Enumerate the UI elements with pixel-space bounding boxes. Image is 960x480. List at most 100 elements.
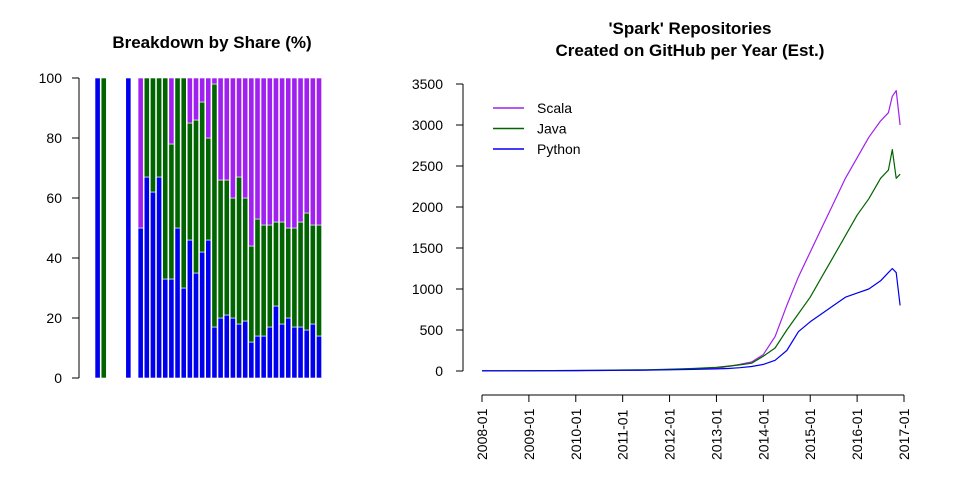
legend-label-scala: Scala <box>537 100 572 116</box>
share-y-tick-label: 0 <box>54 370 62 386</box>
share-bar-java <box>180 77 187 289</box>
share-bar-java <box>279 221 285 325</box>
share-bar-java <box>162 77 169 280</box>
share-bar-java <box>291 227 298 328</box>
repos-y-ticks: 0 500 1000 1500 2000 2500 3000 3500 <box>412 76 463 379</box>
share-bar-scala <box>254 77 261 220</box>
share-y-ticks: 0 20 40 60 80 100 <box>39 70 79 386</box>
share-bar-python <box>143 176 150 379</box>
share-bar-java <box>266 224 273 328</box>
share-bar-python <box>236 323 242 379</box>
share-bar-scala <box>291 77 298 229</box>
repos-x-tick-label: 2012-01 <box>662 408 678 460</box>
share-bar-scala <box>309 77 316 226</box>
share-bar-python <box>248 341 255 379</box>
repos-line-python <box>481 267 901 372</box>
share-y-tick-label: 80 <box>46 130 62 146</box>
share-bar-java <box>285 227 292 319</box>
share-bar-scala <box>285 77 292 229</box>
share-bar-python <box>156 176 162 379</box>
share-bar-python <box>217 317 224 379</box>
share-bar-java <box>100 77 107 379</box>
share-bar-python <box>254 335 261 379</box>
share-bar-python <box>168 278 175 379</box>
repos-x-tick-label: 2008-01 <box>474 408 490 460</box>
share-bars <box>94 77 322 379</box>
share-bar-python <box>94 77 101 379</box>
repos-y-tick-label: 2500 <box>412 158 443 174</box>
repos-chart: 'Spark' Repositories Created on GitHub p… <box>412 19 912 460</box>
share-bar-scala <box>316 77 322 226</box>
share-bar-python <box>309 323 316 379</box>
share-bar-scala <box>137 77 144 229</box>
share-bar-python <box>125 77 132 379</box>
share-bar-java <box>205 137 212 241</box>
share-bar-python <box>180 287 187 379</box>
share-bar-scala <box>248 77 255 247</box>
share-bar-scala <box>186 77 193 124</box>
repos-x-tick-label: 2011-01 <box>615 409 631 460</box>
share-bar-java <box>230 197 236 319</box>
share-bar-python <box>266 326 273 379</box>
share-bar-python <box>174 227 181 379</box>
share-bar-java <box>248 245 255 343</box>
share-bar-java <box>309 224 316 325</box>
share-chart: Breakdown by Share (%) 0 20 40 60 80 100 <box>39 33 322 386</box>
share-bar-scala <box>223 77 230 181</box>
share-bar-java <box>193 119 199 274</box>
share-bar-python <box>223 314 230 379</box>
share-bar-java <box>260 224 267 337</box>
share-bar-java <box>143 77 150 178</box>
share-bar-scala <box>266 77 273 226</box>
share-bar-scala <box>297 77 304 223</box>
share-bar-python <box>291 326 298 379</box>
share-bar-java <box>211 83 218 328</box>
repos-y-tick-label: 500 <box>420 322 444 338</box>
share-bar-python <box>303 329 310 379</box>
share-bar-java <box>316 224 322 337</box>
repos-x-tick-label: 2014-01 <box>755 408 771 460</box>
repos-y-tick-label: 1000 <box>412 281 443 297</box>
share-bar-python <box>316 335 322 379</box>
share-bar-java <box>186 122 193 241</box>
share-bar-scala <box>205 77 212 139</box>
share-bar-python <box>279 323 285 379</box>
repos-x-ticks: 2008-01 2009-01 2010-01 2011-01 2012-01 2013-… <box>474 395 912 460</box>
share-bar-python <box>211 326 218 379</box>
share-bar-java <box>217 179 224 319</box>
share-bar-java <box>242 197 249 322</box>
share-bar-scala <box>193 77 199 121</box>
repos-y-tick-label: 2000 <box>412 199 443 215</box>
share-bar-scala <box>211 77 218 85</box>
share-bar-java <box>150 77 156 193</box>
share-bar-java <box>236 176 242 325</box>
legend-label-java: Java <box>537 121 567 137</box>
repos-x-tick-label: 2009-01 <box>521 408 537 460</box>
share-bar-python <box>260 335 267 379</box>
share-bar-scala <box>303 77 310 214</box>
share-bar-scala <box>260 77 267 226</box>
repos-chart-title-line1: 'Spark' Repositories <box>608 19 771 38</box>
share-bar-scala <box>273 77 279 223</box>
share-bar-scala <box>242 77 249 199</box>
share-y-tick-label: 60 <box>46 190 62 206</box>
share-bar-python <box>205 239 212 379</box>
repos-y-tick-label: 1500 <box>412 240 443 256</box>
share-bar-python <box>150 191 156 379</box>
share-bar-scala <box>279 77 285 223</box>
repos-x-tick-label: 2010-01 <box>568 408 584 460</box>
share-bar-python <box>230 317 236 379</box>
share-bar-python <box>186 239 193 379</box>
share-y-tick-label: 40 <box>46 250 62 266</box>
repos-chart-title-line2: Created on GitHub per Year (Est.) <box>556 41 825 60</box>
share-y-tick-label: 100 <box>39 70 63 86</box>
share-bar-scala <box>168 77 175 145</box>
share-bar-python <box>297 326 304 379</box>
share-bar-java <box>303 212 310 331</box>
share-bar-python <box>199 251 206 379</box>
share-bar-java <box>223 179 230 316</box>
share-bar-java <box>156 77 162 178</box>
share-y-tick-label: 20 <box>46 310 62 326</box>
repos-y-tick-label: 3000 <box>412 117 443 133</box>
share-bar-scala <box>217 77 224 181</box>
